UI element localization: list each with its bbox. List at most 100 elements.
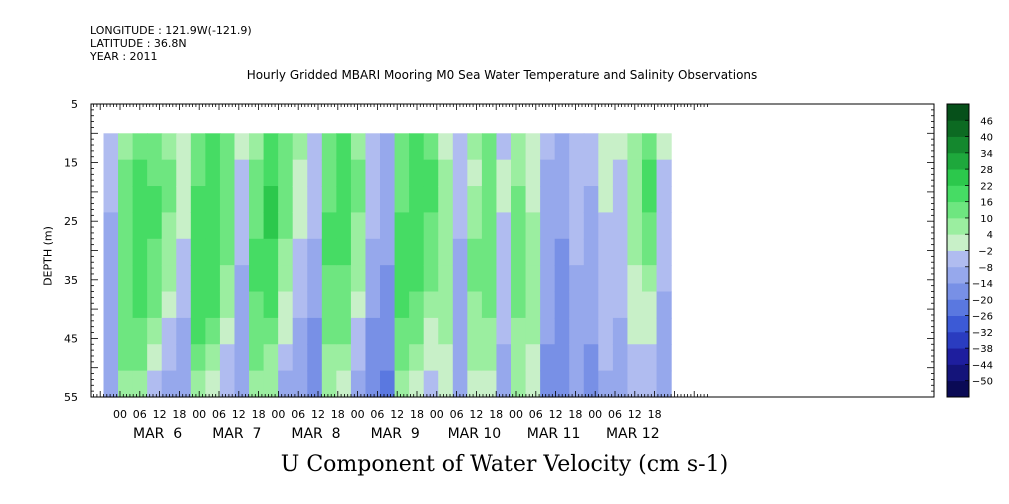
heatmap-cell xyxy=(278,370,294,398)
heatmap-cell xyxy=(467,291,483,319)
colorbar-swatch xyxy=(947,169,969,186)
heatmap-cell xyxy=(292,291,308,319)
heatmap-cell xyxy=(307,370,323,398)
heatmap-cell xyxy=(234,238,250,266)
heatmap-cell xyxy=(118,186,134,214)
heatmap-cell xyxy=(278,238,294,266)
heatmap-cell xyxy=(118,344,134,372)
heatmap-cell xyxy=(365,238,381,266)
heatmap-cell xyxy=(307,186,323,214)
heatmap-cell xyxy=(438,370,454,398)
x-day-label: MAR 10 xyxy=(448,426,502,442)
heatmap-cell xyxy=(656,212,672,240)
heatmap-cell xyxy=(496,370,512,398)
heatmap-cell xyxy=(612,159,629,187)
heatmap-cell xyxy=(409,291,425,319)
heatmap-cell xyxy=(423,317,439,345)
heatmap-cell xyxy=(438,159,454,187)
heatmap-cell xyxy=(627,159,643,187)
heatmap-cell xyxy=(103,238,119,266)
heatmap-cell xyxy=(205,291,221,319)
heatmap-cell xyxy=(409,133,425,161)
heatmap-cell xyxy=(219,212,236,240)
heatmap-cell xyxy=(612,186,629,214)
heatmap-cell xyxy=(147,159,163,187)
heatmap-cell xyxy=(307,159,323,187)
y-tick-label: 35 xyxy=(64,274,78,287)
heatmap-cell xyxy=(438,291,454,319)
heatmap-cell xyxy=(190,344,206,372)
heatmap-cell xyxy=(540,238,556,266)
heatmap-cell xyxy=(409,159,425,187)
heatmap-cell xyxy=(627,133,643,161)
colorbar-swatch xyxy=(947,315,969,333)
heatmap-cell xyxy=(394,212,410,240)
heatmap-cell xyxy=(205,370,221,398)
heatmap-cell xyxy=(176,238,192,266)
heatmap-cell xyxy=(511,212,527,240)
heatmap-cell xyxy=(118,159,134,187)
colorbar-label: −8 xyxy=(978,263,993,274)
heatmap-cell xyxy=(496,159,512,187)
x-day-label: MAR 9 xyxy=(371,426,420,442)
heatmap-cell xyxy=(249,344,265,372)
heatmap-cell xyxy=(205,344,221,372)
heatmap-cell xyxy=(598,317,614,345)
x-hour-label: 00 xyxy=(509,408,523,421)
heatmap-cell xyxy=(161,186,177,214)
heatmap-cell xyxy=(103,186,119,214)
heatmap-cell xyxy=(583,317,599,345)
heatmap-cell xyxy=(350,238,367,266)
heatmap-cell xyxy=(641,159,658,187)
heatmap-cell xyxy=(423,265,439,293)
heatmap-cell xyxy=(641,238,658,266)
heatmap-cell xyxy=(467,344,483,372)
colorbar-swatch xyxy=(947,348,969,365)
heatmap-cell xyxy=(321,212,337,240)
heatmap-cell xyxy=(656,265,672,293)
heatmap-cell xyxy=(569,265,585,293)
heatmap-cell xyxy=(321,265,337,293)
heatmap-cell xyxy=(467,370,483,398)
colorbar-label: −50 xyxy=(972,377,993,388)
heatmap-cell xyxy=(641,291,658,319)
heatmap-cell xyxy=(307,291,323,319)
heatmap-cell xyxy=(394,159,410,187)
colorbar: −50 −44 −38 −32 −26 −20 −14 −8 −2 4 10 16 22 28 34 40 46 xyxy=(946,103,993,398)
heatmap-cell xyxy=(511,291,527,319)
heatmap-cell xyxy=(540,159,556,187)
heatmap-cell xyxy=(467,317,483,345)
heatmap-cell xyxy=(249,212,265,240)
heatmap-cell xyxy=(423,186,439,214)
colorbar-swatch xyxy=(947,380,969,398)
heatmap-cell xyxy=(598,159,614,187)
heatmap-cell xyxy=(481,265,498,293)
heatmap-cell xyxy=(511,317,527,345)
heatmap-cell xyxy=(365,159,381,187)
heatmap-cell xyxy=(641,212,658,240)
x-hour-label: 18 xyxy=(410,408,424,421)
x-hour-label: 00 xyxy=(351,408,365,421)
heatmap-cell xyxy=(161,317,177,345)
heatmap-cell xyxy=(350,265,367,293)
heatmap-cell xyxy=(132,238,148,266)
colorbar-swatch xyxy=(947,136,969,154)
heatmap-cell xyxy=(467,186,483,214)
heatmap-cell xyxy=(423,212,439,240)
heatmap-cell xyxy=(278,159,294,187)
heatmap-cell xyxy=(380,238,396,266)
heatmap-cell xyxy=(511,265,527,293)
heatmap-cell xyxy=(350,186,367,214)
heatmap-cell xyxy=(612,265,629,293)
heatmap-cell xyxy=(554,291,570,319)
heatmap-cell xyxy=(249,370,265,398)
heatmap-cell xyxy=(161,159,177,187)
heatmap-cell xyxy=(336,291,352,319)
heatmap-cell xyxy=(118,291,134,319)
heatmap-cell xyxy=(205,265,221,293)
colorbar-label: −2 xyxy=(978,247,993,258)
heatmap-cell xyxy=(583,344,599,372)
heatmap-cell xyxy=(219,186,236,214)
heatmap-cell xyxy=(365,370,381,398)
heatmap-cell xyxy=(511,370,527,398)
